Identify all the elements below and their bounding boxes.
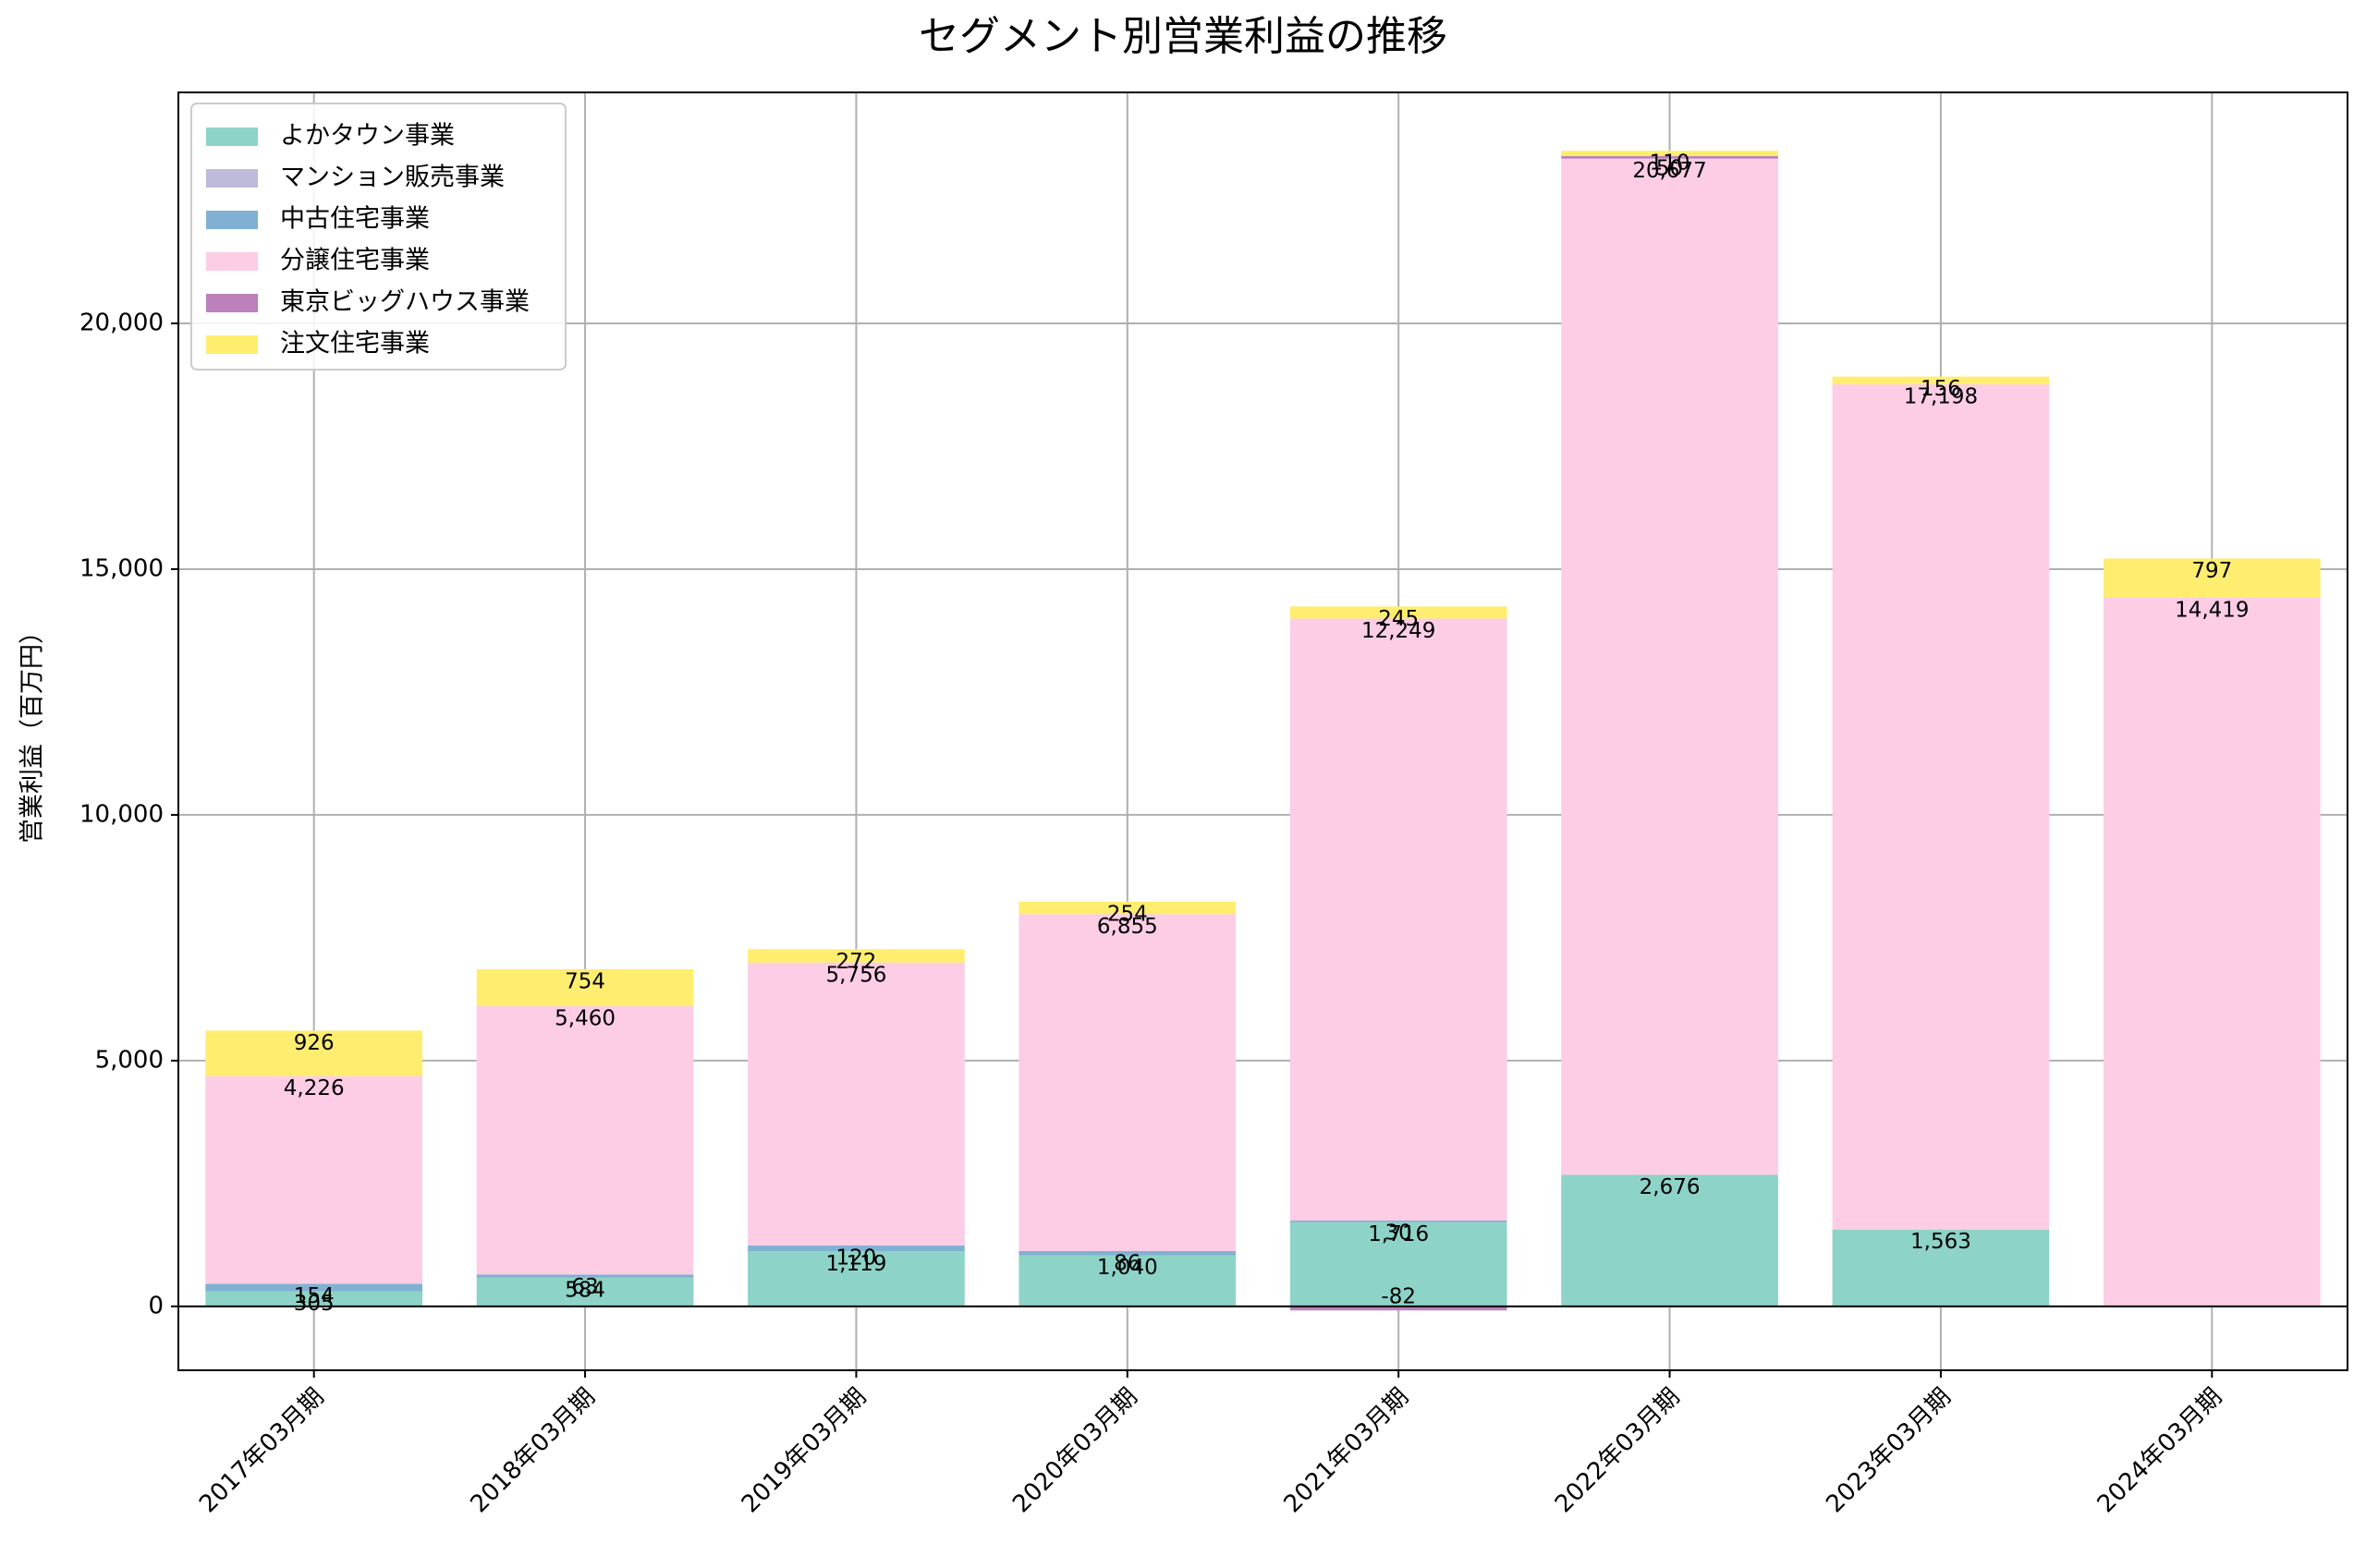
legend-swatch [206,128,258,146]
data-label: 5,756 [826,963,887,987]
data-label: 14,419 [2175,598,2249,622]
bar-segment [748,949,965,963]
legend-swatch [206,169,258,188]
legend-swatch [206,211,258,229]
y-tick-label: 15,000 [79,554,164,582]
y-tick-label: 0 [148,1292,164,1319]
x-tick-label: 2024年03月期 [2092,1383,2228,1519]
bar-segment [2103,597,2321,1307]
data-label: 12,249 [1361,619,1435,643]
x-tick-label: 2017年03月期 [194,1383,330,1519]
data-label: 86 [1114,1251,1140,1275]
legend-label: よかタウン事業 [280,122,455,151]
bar-segment [748,962,965,1246]
bar-segment [1289,618,1507,1221]
bar-segment [476,1274,694,1278]
bar-segment [1561,155,1778,159]
bar-segment [476,1006,694,1275]
data-label: 120 [835,1246,876,1270]
legend-swatch [206,294,258,312]
bar-segment [748,1251,965,1307]
legend-label: マンション販売事業 [280,164,505,192]
legend-label: 注文住宅事業 [280,330,430,359]
data-label: 797 [2191,559,2232,583]
bar-segment [205,1283,423,1292]
data-label: 1,040 [1097,1256,1158,1280]
data-label: 754 [565,969,605,993]
data-label: 50 [1656,156,1683,180]
bar-segment [476,968,694,1007]
x-tick-label: 2020年03月期 [1007,1383,1143,1519]
bar-segment [1289,606,1507,619]
data-label: 4,226 [284,1076,345,1100]
bar-segment [1018,1255,1237,1307]
data-label: 63 [571,1275,598,1299]
x-tick-label: 2018年03月期 [465,1383,601,1519]
data-label: 1,119 [826,1252,887,1276]
data-label: 30 [1385,1221,1412,1245]
bar-segment [205,1291,423,1307]
y-tick-label: 20,000 [79,310,164,337]
bar-segment [1018,1250,1237,1256]
data-label: -82 [1381,1285,1416,1309]
plot-frame [177,91,2348,1371]
data-label: 110 [1650,152,1690,176]
legend-label: 分譲住宅事業 [280,247,430,275]
x-tick-label: 2021年03月期 [1279,1383,1415,1519]
data-label: 245 [1378,607,1419,631]
bar-segment [1289,1222,1507,1307]
data-label: 584 [565,1278,605,1302]
legend-swatch [206,335,258,354]
legend-swatch [206,252,258,271]
data-label: 154 [294,1284,335,1308]
legend-label: 東京ビッグハウス事業 [280,288,530,317]
bar-segment [1289,1306,1507,1311]
bar-segment [1018,914,1237,1251]
bar-segment [1561,1174,1778,1307]
bar-segment [2103,558,2321,598]
y-axis-label: 営業利益（百万円） [18,619,47,844]
chart-title: セグメント別営業利益の推移 [919,13,1447,60]
data-label: 6,855 [1097,915,1158,939]
data-label: 1,563 [1910,1230,1971,1254]
x-tick-label: 2023年03月期 [1821,1383,1957,1519]
x-tick-label: 2019年03月期 [737,1383,872,1519]
bar-segment [476,1277,694,1307]
bar-segment [748,1245,965,1252]
data-label: 272 [835,950,876,974]
data-label: 20,677 [1632,159,1706,183]
bar-segment [1832,1229,2050,1307]
data-label: 305 [294,1292,335,1316]
bar-segment [1832,376,2050,384]
data-label: 254 [1107,902,1148,926]
data-label: 5,460 [555,1007,616,1031]
bar-segment [1018,901,1237,915]
x-tick-label: 2022年03月期 [1550,1383,1686,1519]
data-label: 1,716 [1368,1222,1429,1246]
legend-label: 中古住宅事業 [280,205,430,234]
legend-box [190,103,567,371]
bar-segment [1832,383,2050,1230]
bar-segment [1561,151,1778,156]
bar-segment [1289,1220,1507,1222]
bar-segment [205,1076,423,1284]
y-tick-label: 5,000 [95,1046,164,1074]
y-tick-label: 10,000 [79,800,164,828]
bar-segment [1561,158,1778,1175]
data-label: 926 [294,1031,335,1055]
data-label: 17,198 [1904,384,1978,408]
bar-segment [205,1030,423,1076]
data-label: 2,676 [1640,1175,1701,1199]
data-label: 156 [1921,377,1961,401]
